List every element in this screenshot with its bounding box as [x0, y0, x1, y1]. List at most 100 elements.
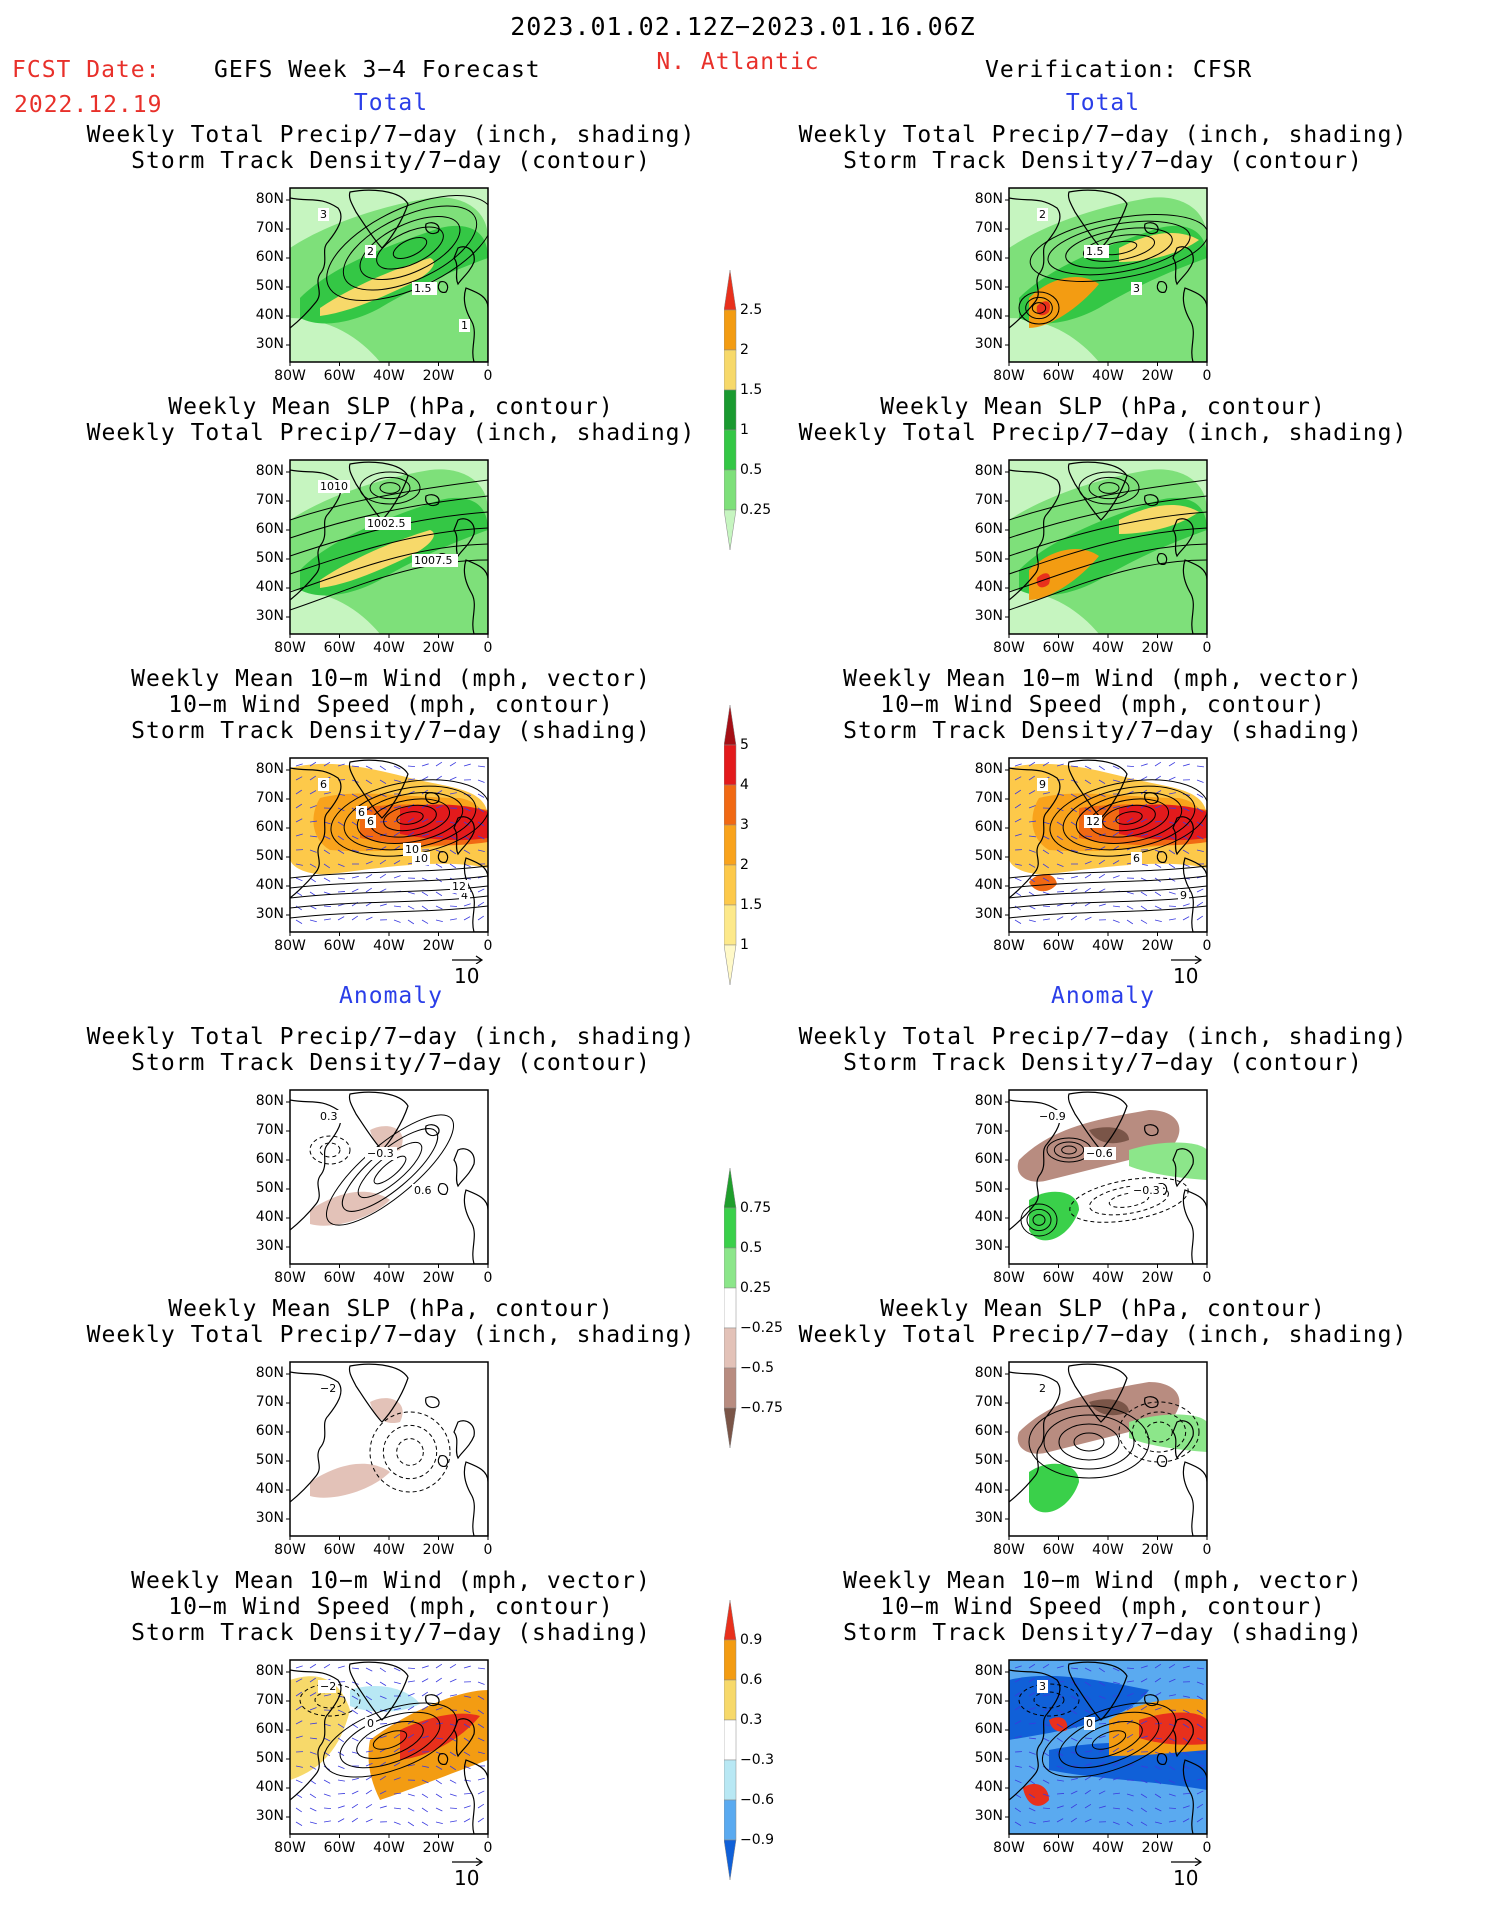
- wind-vector: [1070, 807, 1078, 813]
- lat-tick-label: 60N: [255, 1423, 284, 1439]
- wind-vector: [365, 1762, 373, 1767]
- contour-line: [1026, 1208, 1052, 1232]
- lat-tick-label: 80N: [974, 761, 1003, 777]
- wind-vector: [1196, 765, 1204, 768]
- wind-vector: [435, 1779, 443, 1785]
- lon-tick-label: 0: [483, 640, 493, 656]
- wind-vector: [1112, 1707, 1120, 1711]
- wind-vector: [1182, 1737, 1190, 1743]
- lat-tick-label: 40N: [974, 579, 1003, 595]
- wind-vector: [435, 1765, 443, 1770]
- contour-label: 10: [405, 843, 419, 856]
- wind-vector: [1112, 805, 1120, 809]
- wind-vector: [379, 888, 387, 893]
- wind-vector: [309, 761, 317, 767]
- colorbar-segment: [723, 1599, 737, 1641]
- lon-tick-label: 60W: [1042, 368, 1075, 384]
- wind-vector: [351, 765, 359, 768]
- heavy-precip-area: [1119, 505, 1199, 534]
- wind-vector: [1196, 1723, 1204, 1729]
- wind-vector: [337, 863, 345, 868]
- contour-line: [1061, 1145, 1077, 1155]
- wind-vector: [435, 775, 443, 781]
- contour-label: 0: [1086, 1717, 1093, 1730]
- wind-vector: [1168, 1793, 1176, 1797]
- coastline: [290, 1099, 342, 1231]
- wind-vector: [351, 875, 359, 879]
- lon-tick-label: 80W: [274, 1542, 306, 1558]
- contour-label: 6: [358, 806, 365, 819]
- wind-vector: [1084, 1776, 1092, 1781]
- lon-tick-label: 20W: [1141, 640, 1174, 656]
- colorbar-segment: [723, 1327, 737, 1369]
- vector-reference-label: 10: [1173, 964, 1199, 988]
- wind-vector: [337, 1723, 345, 1729]
- contour-label-bg: [1037, 1382, 1048, 1395]
- lat-tick-label: 50N: [255, 278, 284, 294]
- wind-vector: [295, 1735, 303, 1739]
- wind-vector: [1084, 835, 1093, 837]
- wind-vector: [1070, 875, 1078, 879]
- lat-tick-label: 60N: [974, 1423, 1003, 1439]
- wind-vector: [337, 1818, 345, 1823]
- contour-label: 2: [367, 245, 374, 258]
- colorbar-label: 0.25: [740, 502, 772, 518]
- contour-line: [309, 1135, 351, 1165]
- contour-line: [1058, 1423, 1120, 1461]
- panel-title: Weekly Total Precip/7−day (inch, shading…: [87, 122, 696, 174]
- coastline: [1172, 1148, 1194, 1188]
- panel-title-line: Storm Track Density/7−day (shading): [131, 718, 651, 744]
- wind-vector: [1140, 776, 1148, 781]
- contour-label: 12: [452, 880, 466, 893]
- contour-label: −2: [320, 1382, 336, 1395]
- wind-vector: [449, 1820, 457, 1823]
- contour-line: [396, 1438, 424, 1466]
- wind-vector: [1028, 1692, 1036, 1697]
- isobar-line: [1009, 495, 1207, 539]
- wind-vector: [337, 849, 345, 854]
- wind-vector: [1140, 1793, 1148, 1799]
- lat-tick-label: 40N: [255, 307, 284, 323]
- wind-vector: [435, 919, 443, 923]
- wind-vector: [295, 803, 303, 809]
- contour-label-bg: [459, 889, 470, 902]
- wind-vector: [449, 1751, 457, 1757]
- contour-label: 12: [1086, 815, 1100, 828]
- lat-tick-label: 30N: [974, 1238, 1003, 1254]
- contour-label-bg: [318, 208, 329, 221]
- colorbar-label: −0.5: [740, 1360, 774, 1376]
- panel-title-line: Storm Track Density/7−day (contour): [843, 1050, 1363, 1076]
- wind-vector: [337, 835, 345, 841]
- wind-vector: [1042, 849, 1050, 855]
- section-total-left: Total: [353, 90, 429, 116]
- wind-vector: [1126, 831, 1134, 837]
- wind-vector: [1098, 859, 1106, 865]
- vector-reference-label: 10: [454, 964, 480, 988]
- storm-anomaly-area: [1023, 1784, 1049, 1806]
- wind-vector: [379, 765, 387, 771]
- wind-vector: [1070, 888, 1078, 893]
- vector-reference-arrow: [452, 955, 484, 964]
- lon-tick-label: 0: [1202, 1270, 1212, 1286]
- coastline: [1156, 553, 1168, 565]
- wind-vector: [365, 1803, 373, 1809]
- wind-vector: [1056, 1805, 1064, 1809]
- map-plot: 21.53: [1005, 187, 1208, 366]
- wind-vector: [365, 1789, 373, 1795]
- lat-tick-label: 40N: [974, 1481, 1003, 1497]
- contour-line: [1047, 220, 1191, 276]
- wind-vector: [407, 817, 415, 823]
- coastline: [348, 759, 409, 819]
- coastline: [1156, 1753, 1168, 1765]
- wind-vector: [477, 1817, 485, 1823]
- panel-title: Weekly Total Precip/7−day (inch, shading…: [87, 1024, 696, 1076]
- coastline: [463, 1461, 488, 1536]
- wind-vector: [1056, 849, 1064, 854]
- wind-vector: [1098, 779, 1106, 784]
- panel-title: Weekly Mean SLP (hPa, contour) Weekly Tot…: [87, 1296, 696, 1348]
- wind-vector: [1168, 891, 1176, 895]
- lon-tick-label: 80W: [274, 1840, 306, 1856]
- wind-vector: [1182, 1665, 1190, 1669]
- contour-label: 3: [1133, 282, 1140, 295]
- wind-vector: [1056, 916, 1064, 921]
